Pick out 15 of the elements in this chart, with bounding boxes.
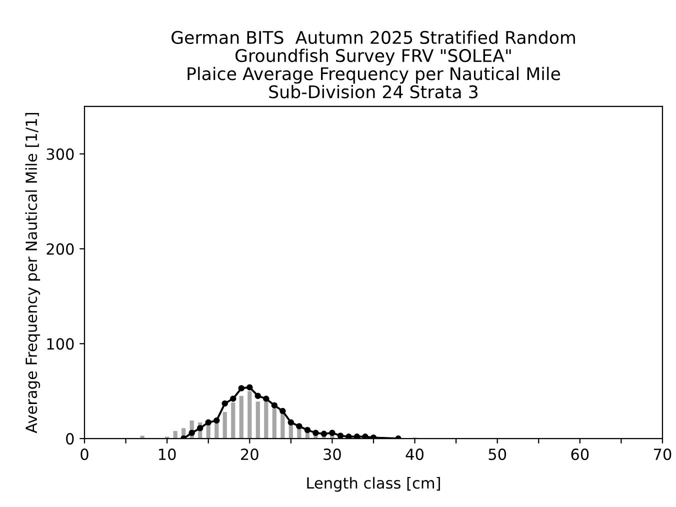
y-tick-label: 300 [46, 148, 74, 160]
x-tick-label: 50 [488, 448, 506, 460]
x-axis-title: Length class [cm] [307, 476, 440, 492]
y-tick-label: 0 [66, 433, 74, 445]
x-tick-label: 70 [654, 448, 672, 460]
x-tick-label: 10 [159, 448, 176, 460]
x-tick-label: 0 [80, 448, 88, 460]
x-tick-label: 40 [406, 448, 424, 460]
x-tick-label: 30 [324, 448, 341, 460]
y-tick-label: 100 [47, 338, 74, 350]
x-tick-label: 60 [571, 448, 589, 460]
chart-title: German BITS Autumn 2025 Stratified Random Groundfish Survey FRV "SOLEA" Plaice Average Frequency per Nautical Mile Sub-Division 24 Strata 3 [172, 30, 575, 98]
y-tick-label: 200 [46, 243, 74, 255]
y-axis-title: Average Frequency per Nautical Mile [1/1] [25, 113, 40, 434]
x-tick-label: 20 [241, 448, 258, 460]
